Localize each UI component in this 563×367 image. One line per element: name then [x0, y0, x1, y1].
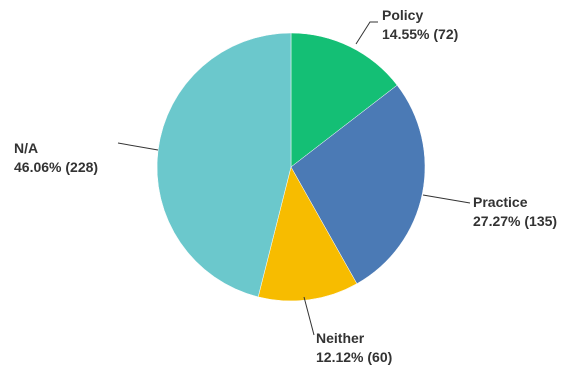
pie-slice-n-a — [156, 32, 292, 298]
slice-label-policy: Policy — [382, 7, 423, 23]
pie-slices — [156, 32, 426, 302]
slice-value-n-a: 46.06% (228) — [14, 159, 98, 175]
slice-label-practice: Practice — [473, 194, 528, 210]
pie-slice-neither — [257, 166, 358, 302]
leader-line-policy — [355, 21, 378, 45]
slice-value-practice: 27.27% (135) — [473, 213, 557, 229]
pie-slice-policy — [290, 32, 398, 168]
leader-line-neither — [303, 296, 315, 336]
leader-line-n-a — [117, 142, 159, 151]
slice-label-n-a: N/A — [14, 140, 38, 156]
slice-value-policy: 14.55% (72) — [382, 26, 458, 42]
slice-label-neither: Neither — [316, 330, 365, 346]
pie-slice-practice — [290, 84, 426, 285]
leader-line-practice — [422, 194, 471, 204]
slice-value-neither: 12.12% (60) — [316, 349, 392, 365]
pie-leader-lines — [117, 21, 471, 336]
pie-labels: Policy 14.55% (72) Practice 27.27% (135) Nei… — [14, 7, 557, 365]
